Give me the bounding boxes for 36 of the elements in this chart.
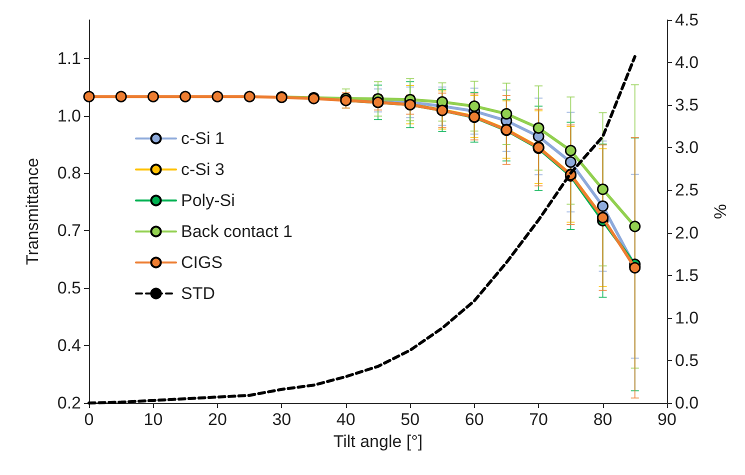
y2-axis-title: % — [711, 204, 730, 220]
legend-label: c-Si 1 — [181, 129, 224, 148]
legend-label: CIGS — [181, 253, 223, 272]
y-tick-label: 1.0 — [57, 106, 81, 126]
y2-tick-label: 4.5 — [675, 10, 699, 30]
y-tick-label: 1.1 — [57, 48, 81, 68]
y2-tick-label: 1.5 — [675, 266, 699, 285]
legend-label: Poly-Si — [181, 191, 235, 210]
y-tick-label: 0.5 — [57, 278, 81, 298]
x-tick-label: 70 — [529, 410, 548, 429]
x-tick-label: 60 — [464, 410, 484, 429]
x-tick-label: 90 — [658, 410, 676, 429]
legend-label: Back contact 1 — [181, 222, 293, 241]
x-tick-label: 80 — [593, 410, 612, 429]
y2-tick-label: 0.5 — [675, 350, 699, 370]
y-tick-label: 0.2 — [57, 394, 81, 412]
y2-tick-label: 1.0 — [675, 308, 699, 328]
x-tick-label: 20 — [208, 410, 227, 429]
y2-tick-label: 4.0 — [675, 53, 699, 72]
y-tick-label: 0.8 — [57, 164, 81, 183]
y-tick-label: 0.7 — [57, 221, 81, 240]
y2-tick-label: 2.5 — [675, 180, 699, 200]
y-axis-title: Transmittance — [23, 158, 42, 266]
x-tick-label: 30 — [272, 410, 292, 429]
x-axis-title: Tilt angle [°] — [333, 432, 423, 451]
x-tick-label: 10 — [144, 410, 163, 429]
x-tick-label: 50 — [400, 410, 420, 429]
x-tick-label: 0 — [84, 410, 94, 429]
x-tick-label: 40 — [336, 410, 356, 429]
y2-tick-label: 3.0 — [675, 138, 699, 158]
y2-tick-label: 3.5 — [675, 96, 699, 115]
y2-tick-label: 0.0 — [675, 394, 699, 412]
y-tick-label: 0.4 — [57, 336, 81, 356]
y2-tick-label: 2.0 — [675, 223, 699, 242]
legend-label: STD — [181, 284, 215, 303]
legend-label: c-Si 3 — [181, 160, 224, 179]
